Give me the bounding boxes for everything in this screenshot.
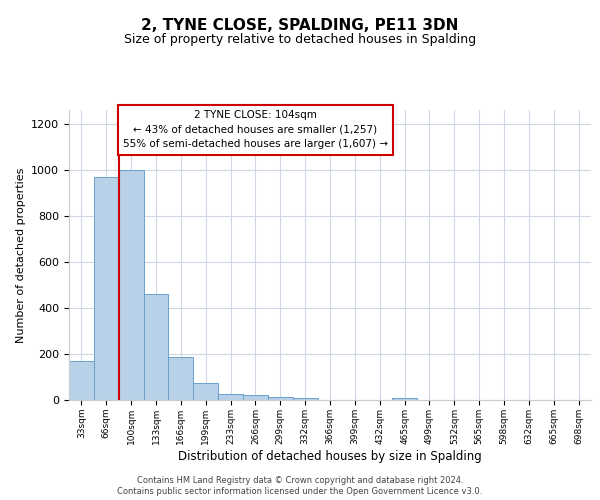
Bar: [94, 176, 119, 400]
Bar: [119, 170, 143, 400]
Text: 2 TYNE CLOSE: 104sqm
← 43% of detached houses are smaller (1,257)
55% of semi-de: 2 TYNE CLOSE: 104sqm ← 43% of detached h…: [123, 110, 388, 150]
Bar: [218, 394, 243, 400]
Text: Size of property relative to detached houses in Spalding: Size of property relative to detached ho…: [124, 32, 476, 46]
Bar: [193, 382, 218, 400]
Bar: [69, 361, 94, 400]
Y-axis label: Number of detached properties: Number of detached properties: [16, 168, 26, 342]
Bar: [143, 294, 169, 400]
Bar: [243, 396, 268, 400]
Text: Contains HM Land Registry data © Crown copyright and database right 2024.: Contains HM Land Registry data © Crown c…: [137, 476, 463, 485]
Text: Contains public sector information licensed under the Open Government Licence v3: Contains public sector information licen…: [118, 487, 482, 496]
Text: 2, TYNE CLOSE, SPALDING, PE11 3DN: 2, TYNE CLOSE, SPALDING, PE11 3DN: [142, 18, 458, 32]
Bar: [268, 396, 293, 400]
Bar: [169, 358, 193, 400]
Bar: [392, 398, 417, 400]
X-axis label: Distribution of detached houses by size in Spalding: Distribution of detached houses by size …: [178, 450, 482, 462]
Bar: [293, 398, 317, 400]
